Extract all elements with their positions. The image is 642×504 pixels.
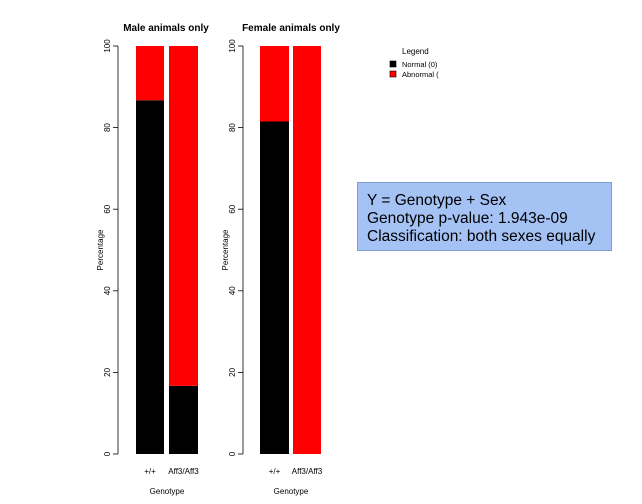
female-bar-abnormal-1 — [260, 46, 289, 122]
legend-label-normal: Normal (0) — [402, 60, 438, 69]
female-x-axis-label: Genotype — [274, 487, 309, 496]
female-y-tick-label: 20 — [228, 367, 237, 376]
female-y-axis-label: Percentage — [221, 229, 230, 270]
male-chart-title: Male animals only — [123, 23, 209, 34]
legend-title: Legend — [402, 47, 429, 56]
female-y-tick-label: 80 — [228, 123, 237, 132]
legend-swatch-normal — [389, 60, 397, 68]
legend-label-abnormal: Abnormal ( — [402, 70, 439, 79]
female-y-tick-label: 100 — [228, 39, 237, 53]
female-y-tick-label: 0 — [228, 451, 237, 456]
female-y-tick-label: 40 — [228, 286, 237, 295]
male-x-tick-label: Aff3/Aff3 — [168, 467, 199, 476]
female-bar-abnormal-2 — [293, 46, 321, 454]
model-summary-box: Y = Genotype + Sex Genotype p-value: 1.9… — [357, 182, 612, 251]
male-bar-abnormal-1 — [136, 46, 164, 101]
male-bar-normal-1 — [136, 100, 164, 454]
male-y-tick-label: 80 — [103, 123, 112, 132]
female-x-tick-label: +/+ — [269, 467, 281, 476]
male-y-tick-label: 60 — [103, 204, 112, 213]
male-y-tick-label: 20 — [103, 367, 112, 376]
female-bar-normal-1 — [260, 121, 289, 454]
male-y-tick-label: 100 — [103, 39, 112, 53]
genotype-p-value: Genotype p-value: 1.943e-09 — [367, 210, 568, 227]
female-x-tick-label: Aff3/Aff3 — [292, 467, 323, 476]
male-y-tick-label: 40 — [103, 286, 112, 295]
male-bar-normal-2 — [169, 385, 198, 454]
male-y-tick-label: 0 — [103, 451, 112, 456]
male-x-tick-label: +/+ — [144, 467, 156, 476]
legend-swatch-abnormal — [389, 70, 397, 78]
legend: Legend Normal (0) Abnormal ( — [389, 47, 439, 79]
female-chart-title: Female animals only — [242, 23, 340, 34]
male-x-axis-label: Genotype — [150, 487, 185, 496]
male-bar-abnormal-2 — [169, 46, 198, 386]
female-y-tick-label: 60 — [228, 204, 237, 213]
model-formula: Y = Genotype + Sex — [367, 192, 507, 209]
classification: Classification: both sexes equally — [367, 228, 596, 245]
male-y-axis-label: Percentage — [96, 229, 105, 270]
